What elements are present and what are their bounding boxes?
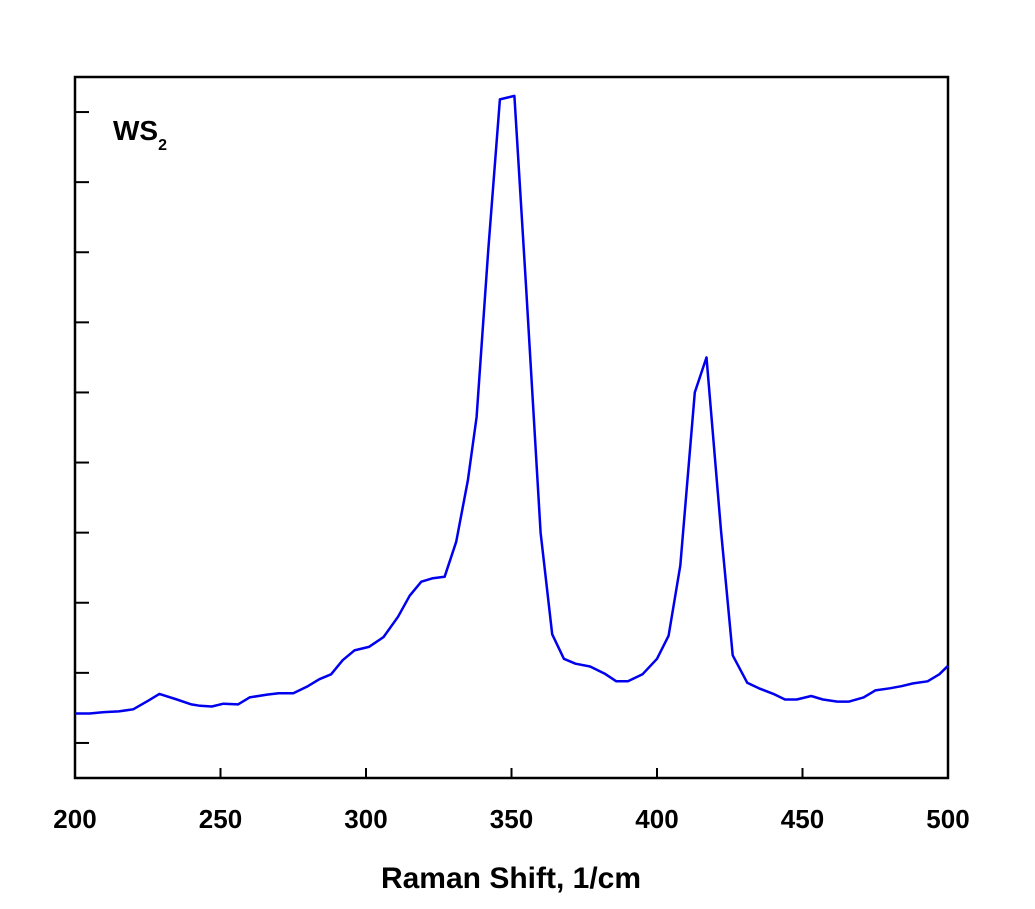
x-tick-label: 250 (199, 804, 242, 834)
spectrum-line (75, 94, 949, 715)
annotation-subscript: 2 (158, 137, 167, 154)
y-axis-ticks (75, 111, 89, 744)
ws2-annotation: WS2 (113, 115, 167, 154)
plot-frame (73, 75, 950, 780)
x-axis-ticks (74, 768, 949, 778)
x-tick-label: 350 (490, 804, 533, 834)
x-axis-title: Raman Shift, 1/cm (381, 862, 641, 895)
x-axis-tick-labels: 200 250 300 350 400 450 500 (53, 804, 969, 834)
x-tick-label: 200 (53, 804, 96, 834)
x-tick-label: 400 (635, 804, 678, 834)
annotation-text: WS (113, 115, 158, 146)
x-tick-label: 300 (344, 804, 387, 834)
x-tick-label: 500 (926, 804, 969, 834)
x-tick-label: 450 (781, 804, 824, 834)
